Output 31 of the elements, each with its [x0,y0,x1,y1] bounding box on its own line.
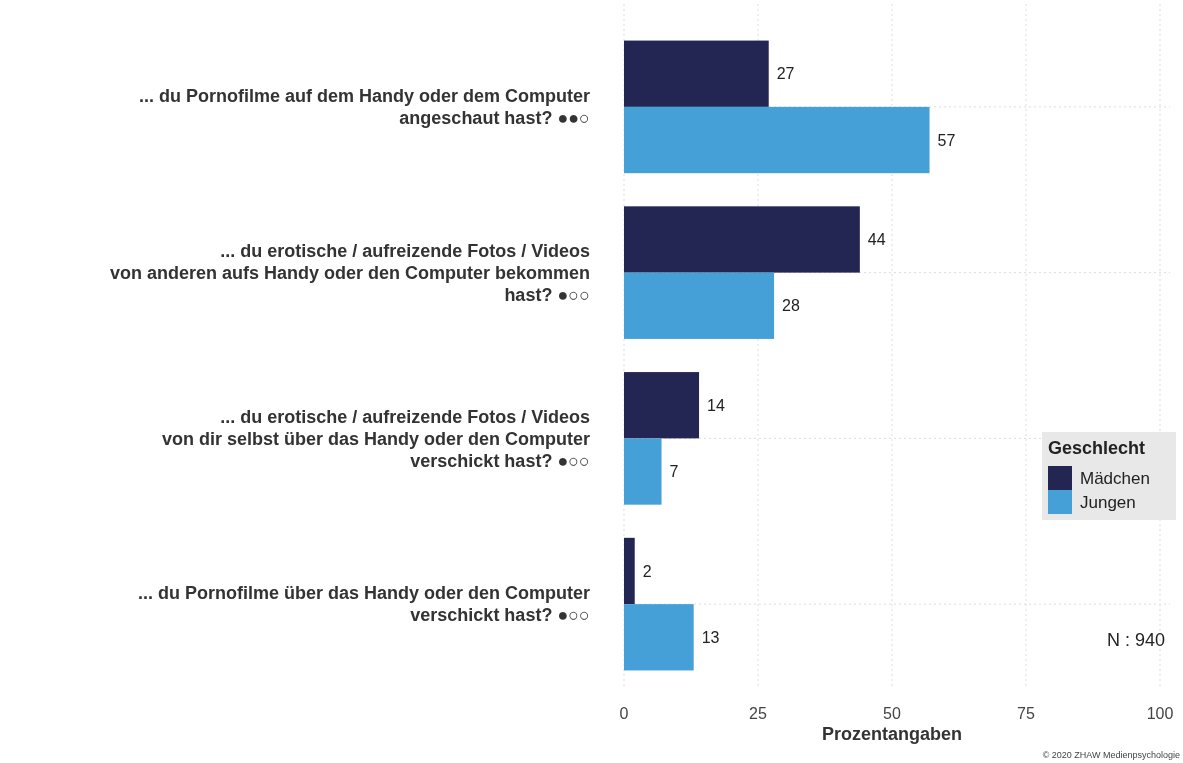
data-label: 14 [707,396,725,414]
x-axis-title: Prozentangaben [821,724,963,744]
bar [624,438,662,505]
data-label: 44 [867,231,886,249]
bar [624,272,775,339]
x-tick-label: 25 [749,705,767,722]
annotation: N : 940 [1106,630,1165,651]
bar [624,106,930,174]
data-label: 28 [782,297,800,315]
x-tick-label: 50 [883,705,901,722]
bar [624,604,694,671]
bar [624,372,700,439]
legend-label: Jungen [1080,492,1136,512]
bar [624,206,860,273]
y-tick-label: ... du erotische / aufreizende Fotos / Videos von dir selbst über das Handy oder den Computer verschickt hast? ●○○ [161,406,590,471]
data-label: 13 [701,628,720,646]
legend-label: Mädchen [1080,468,1150,488]
bar [624,40,769,107]
y-tick-label: ... du Pornofilme auf dem Handy oder dem Computer angeschaut hast? ●●○ [138,86,590,129]
x-tick-label: 0 [619,705,629,722]
text: © 2020 ZHAW Medienpsychologie [1042,750,1180,760]
x-tick-label: 75 [1017,705,1035,722]
y-tick-label: ... du erotische / aufreizende Fotos / Videos von anderen aufs Handy oder den Computer bekommen hast? ●○○ [109,240,590,305]
data-label: 57 [937,131,956,149]
legend-title: Geschlecht [1048,438,1146,458]
y-tick-label: ... du Pornofilme über das Handy oder den Computer verschickt hast? ●○○ [137,583,590,626]
data-label: 7 [669,463,679,481]
data-label: 27 [776,65,795,83]
bar [624,537,635,605]
x-tick-label: 100 [1146,705,1174,722]
data-label: 2 [642,562,652,580]
